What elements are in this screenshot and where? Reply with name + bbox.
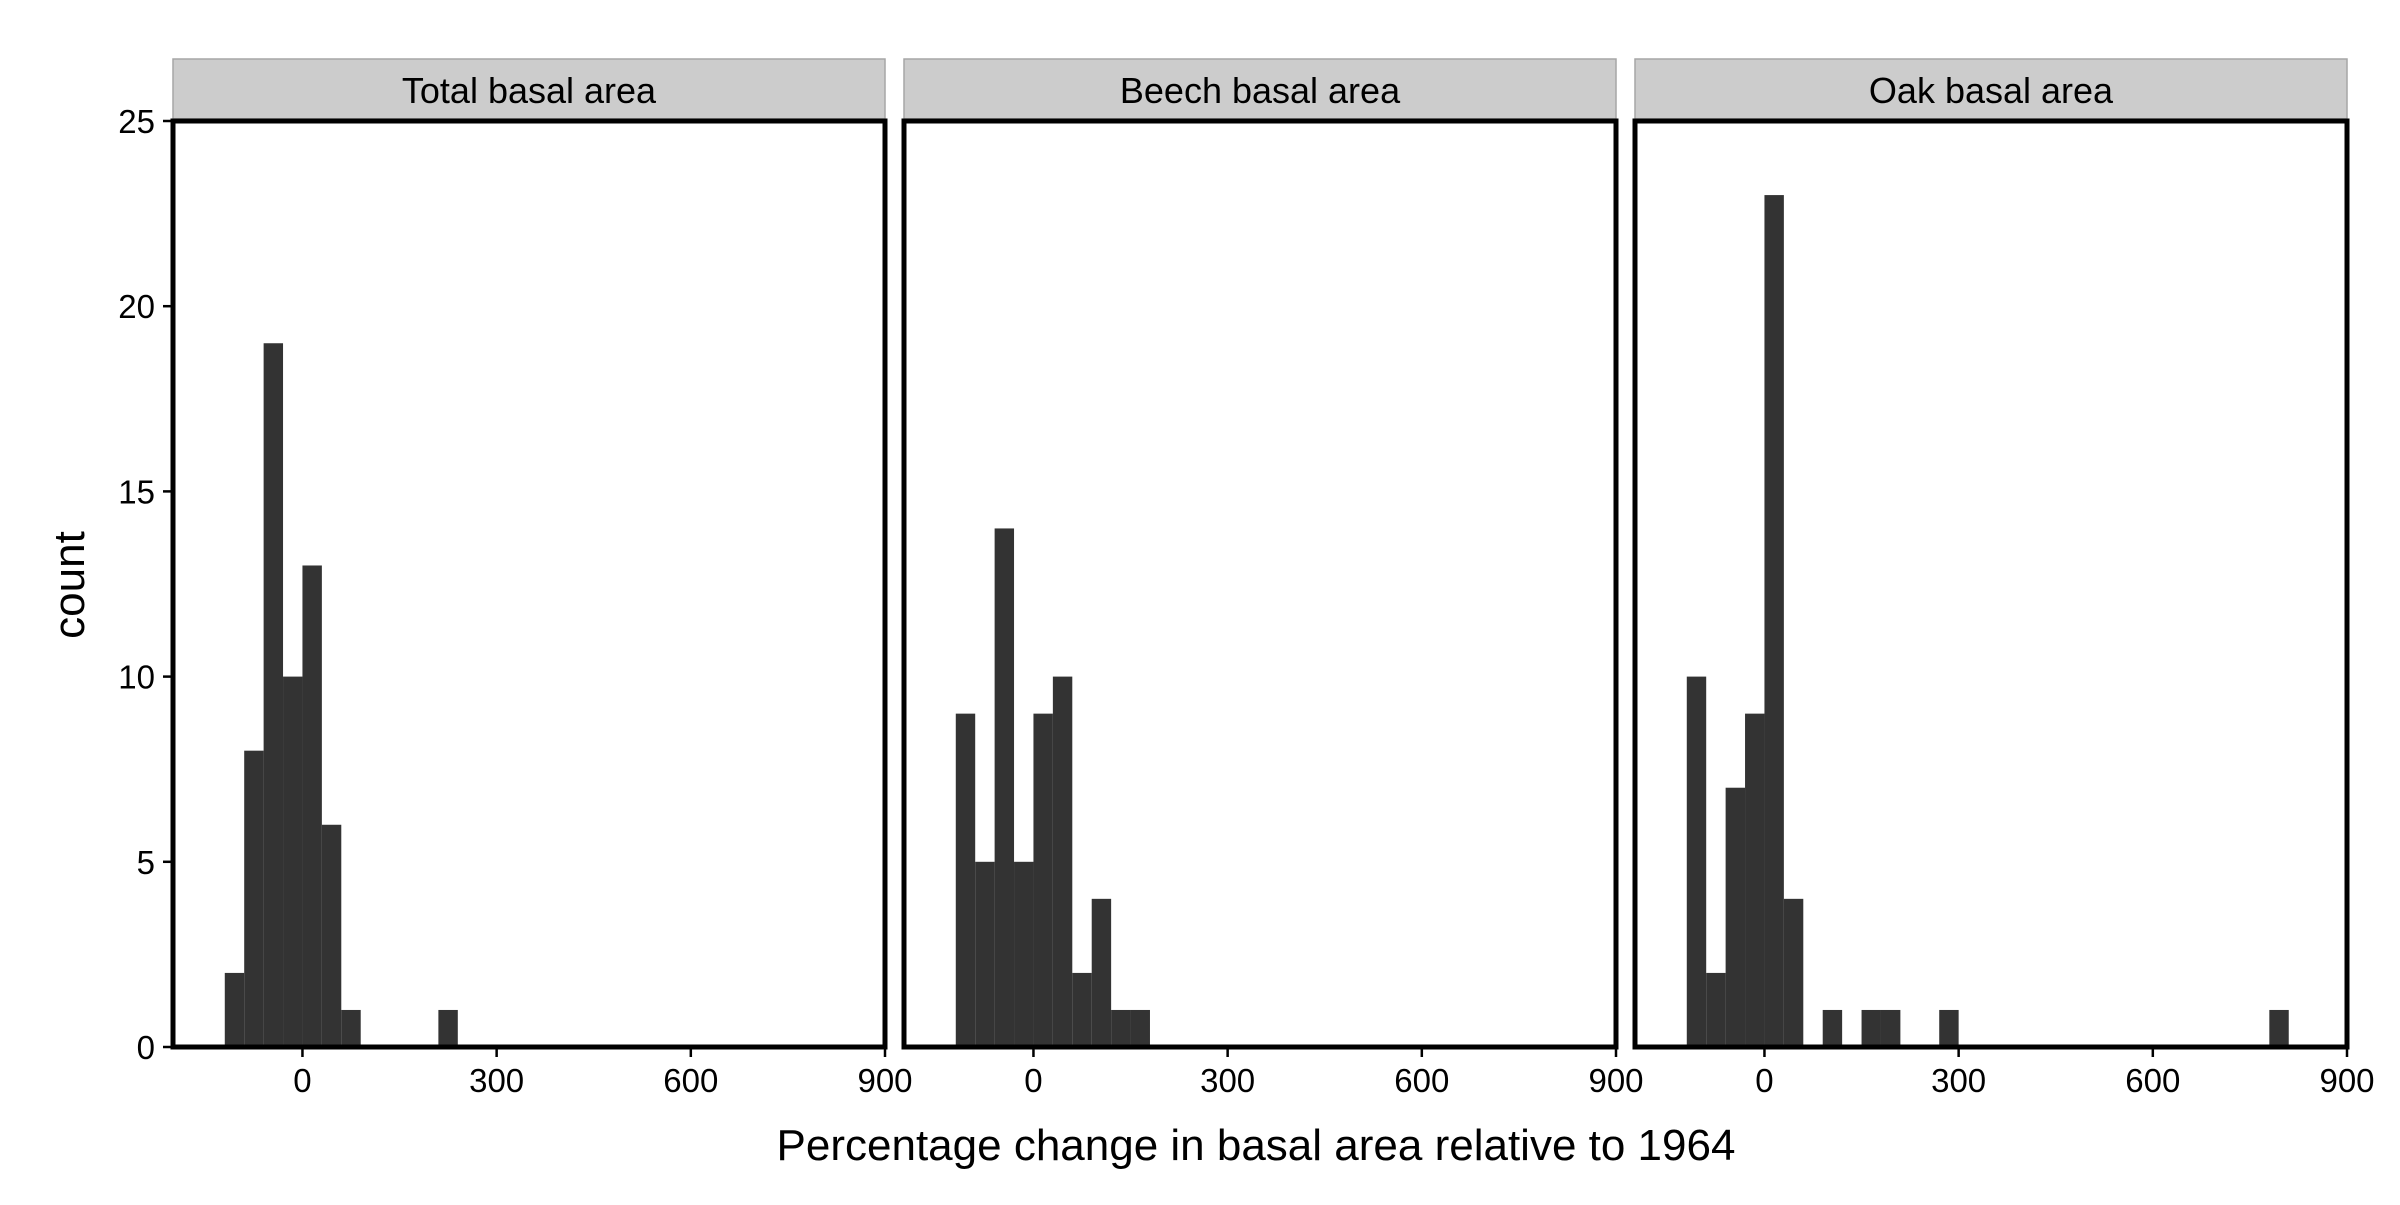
panel-border <box>901 118 1619 1050</box>
x-tick-label: 300 <box>1931 1062 1986 1099</box>
histogram-bar <box>263 343 284 1047</box>
facet-panel: Total basal area 0 300 600 900 <box>170 58 913 1099</box>
x-tick-label: 0 <box>293 1062 311 1099</box>
x-tick-label: 300 <box>469 1062 524 1099</box>
facet-title: Oak basal area <box>1869 70 2114 111</box>
x-tick-label: 300 <box>1200 1062 1255 1099</box>
histogram-bar <box>224 972 245 1047</box>
y-tick-label: 5 <box>137 844 155 881</box>
histogram-bar <box>994 528 1015 1047</box>
facet-title: Beech basal area <box>1120 70 1401 111</box>
x-axis-title: Percentage change in basal area relative… <box>777 1121 1736 1170</box>
histogram-bar <box>1745 713 1765 1047</box>
y-tick-label: 25 <box>118 103 155 140</box>
y-tick-label: 15 <box>118 473 155 510</box>
histogram-bar <box>438 1009 458 1047</box>
histogram-bar <box>1052 676 1073 1047</box>
x-tick-label: 0 <box>1755 1062 1773 1099</box>
y-tick-label: 10 <box>118 659 155 696</box>
histogram-bar <box>1764 195 1784 1047</box>
histogram-bar <box>302 565 322 1047</box>
panel-border <box>1632 118 2350 1050</box>
histogram-bar <box>955 713 976 1047</box>
histogram-bar <box>1861 1009 1881 1047</box>
histogram-bar <box>1939 1009 1959 1047</box>
histogram-bar <box>244 750 264 1047</box>
histogram-bar <box>1725 787 1746 1047</box>
histogram-bars <box>955 528 1150 1047</box>
histogram-bars <box>224 343 458 1047</box>
y-axis: 0 5 10 15 20 25 <box>118 103 173 1066</box>
facet-strip <box>1634 58 2348 120</box>
y-tick-label: 20 <box>118 288 155 325</box>
histogram-bar <box>1706 972 1726 1047</box>
x-tick-label: 0 <box>1024 1062 1042 1099</box>
histogram-bar <box>1014 861 1034 1047</box>
histogram-bar <box>1072 972 1092 1047</box>
x-axis: 0 300 600 900 <box>293 1047 913 1099</box>
histogram-bar <box>1111 1009 1131 1047</box>
y-axis-title: count <box>45 531 94 639</box>
x-tick-label: 900 <box>857 1062 912 1099</box>
histogram-bar <box>1880 1009 1901 1047</box>
facet-title: Total basal area <box>402 70 657 111</box>
x-tick-label: 900 <box>1588 1062 1643 1099</box>
y-tick-label: 0 <box>137 1029 155 1066</box>
histogram-bar <box>1686 676 1707 1047</box>
x-tick-label: 600 <box>663 1062 718 1099</box>
histogram-bar <box>1130 1009 1150 1047</box>
histogram-bar <box>1033 713 1053 1047</box>
histogram-bar <box>975 861 995 1047</box>
histogram-bar <box>2269 1009 2289 1047</box>
x-tick-label: 600 <box>2125 1062 2180 1099</box>
x-tick-label: 900 <box>2319 1062 2374 1099</box>
x-axis: 0 300 600 900 <box>1024 1047 1644 1099</box>
histogram-bars <box>1686 195 2289 1047</box>
x-axis: 0 300 600 900 <box>1755 1047 2375 1099</box>
histogram-bar <box>341 1009 361 1047</box>
histogram-bar <box>283 676 303 1047</box>
histogram-bar <box>1091 898 1112 1047</box>
facet-panel: Beech basal area 0 300 600 900 <box>901 58 1644 1099</box>
x-tick-label: 600 <box>1394 1062 1449 1099</box>
facet-panel: Oak basal area 0 300 600 900 <box>1632 58 2375 1099</box>
histogram-bar <box>321 824 342 1047</box>
facet-strip <box>172 58 886 120</box>
histogram-bar <box>1783 898 1804 1047</box>
histogram-bar <box>1822 1009 1843 1047</box>
panel-border <box>170 118 888 1050</box>
